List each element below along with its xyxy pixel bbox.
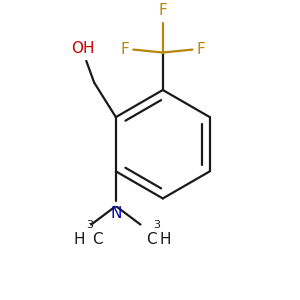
Text: N: N	[110, 206, 122, 221]
Text: 3: 3	[153, 220, 160, 230]
Text: H: H	[159, 232, 171, 247]
Text: F: F	[158, 3, 167, 18]
Text: H: H	[74, 232, 85, 247]
Text: F: F	[121, 42, 129, 57]
Text: C: C	[92, 232, 103, 247]
Text: 3: 3	[86, 220, 93, 230]
Text: OH: OH	[72, 41, 95, 56]
Text: C: C	[146, 232, 157, 247]
Text: F: F	[196, 42, 205, 57]
